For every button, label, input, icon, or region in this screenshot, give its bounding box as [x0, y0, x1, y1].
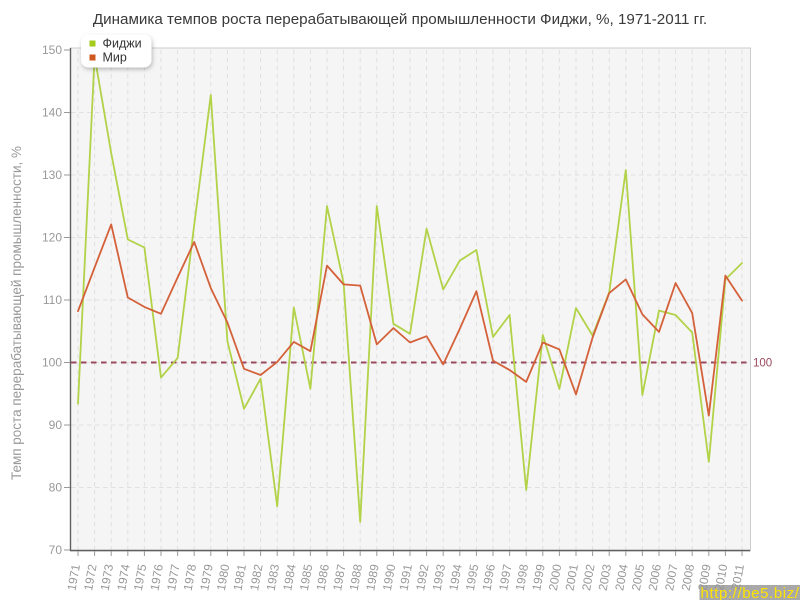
- svg-text:Динамика темпов роста перераба: Динамика темпов роста перерабатывающей п…: [93, 11, 707, 28]
- svg-text:110: 110: [43, 293, 62, 307]
- svg-text:150: 150: [42, 43, 62, 57]
- svg-text:Мир: Мир: [103, 51, 127, 65]
- svg-text:Темп роста перерабатывающей пр: Темп роста перерабатывающей промышленнос…: [9, 146, 24, 480]
- svg-text:130: 130: [42, 168, 62, 182]
- svg-text:100: 100: [753, 358, 772, 370]
- svg-text:140: 140: [42, 106, 62, 120]
- svg-text:http://be5.biz/: http://be5.biz/: [701, 585, 800, 600]
- svg-text:90: 90: [49, 418, 63, 432]
- svg-text:100: 100: [42, 356, 62, 370]
- svg-text:Фиджи: Фиджи: [103, 37, 142, 51]
- svg-text:120: 120: [42, 231, 62, 245]
- svg-text:80: 80: [49, 481, 63, 495]
- svg-text:70: 70: [49, 543, 63, 557]
